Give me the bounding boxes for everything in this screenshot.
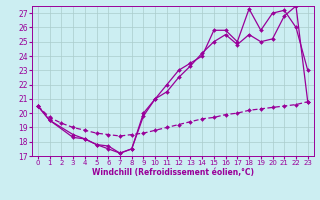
X-axis label: Windchill (Refroidissement éolien,°C): Windchill (Refroidissement éolien,°C) — [92, 168, 254, 177]
